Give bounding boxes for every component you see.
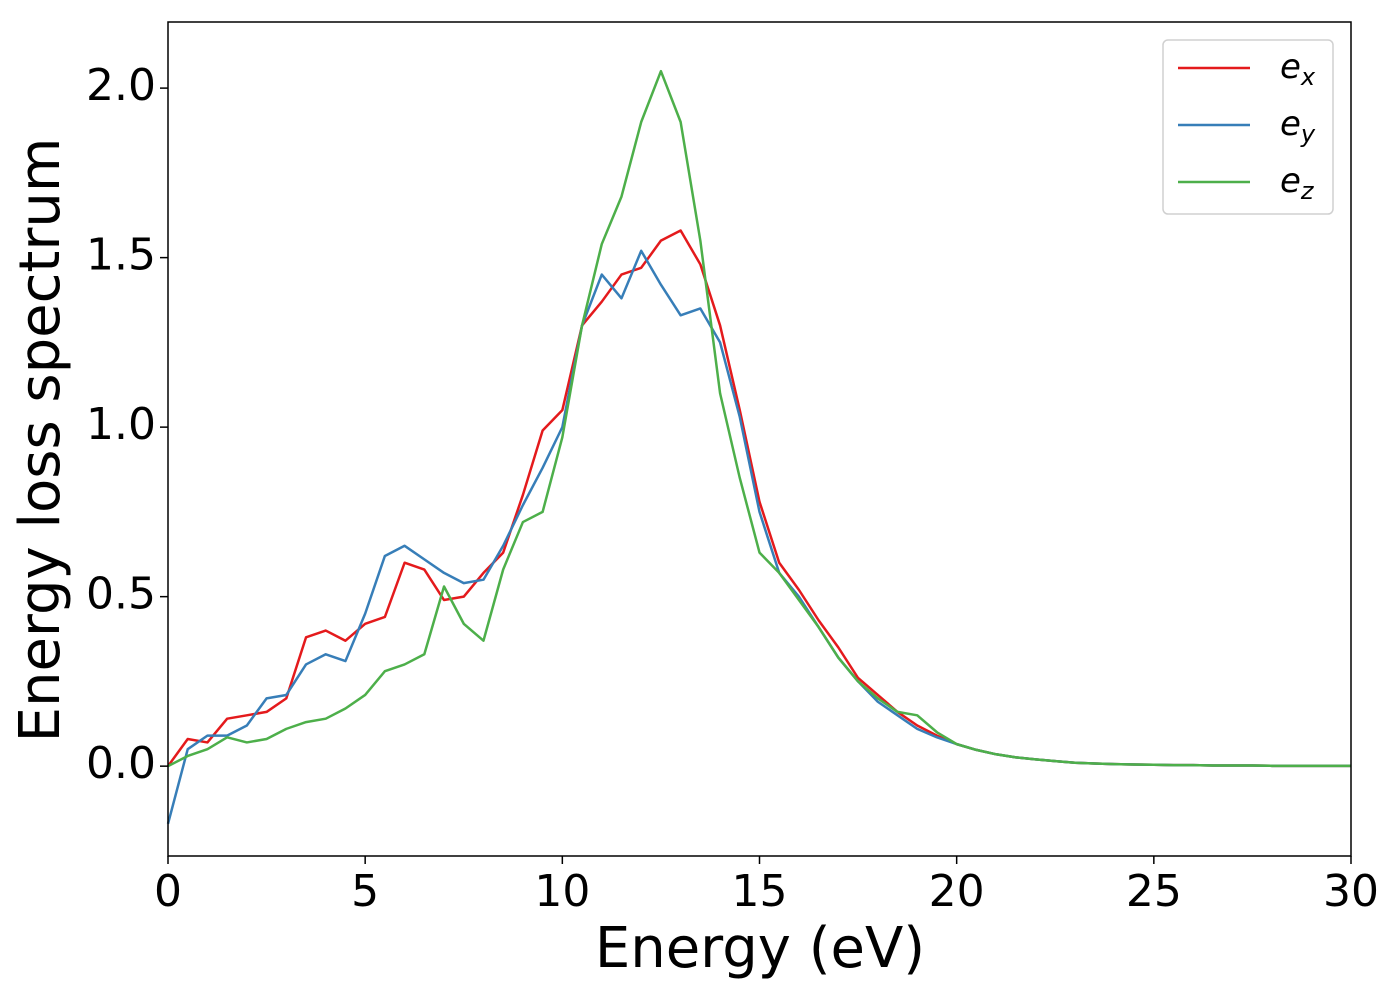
x-tick-label: 5 — [351, 866, 379, 917]
series-line — [167, 69, 1351, 768]
x-tick-label: 10 — [534, 866, 590, 917]
y-axis-label: Energy loss spectrum — [8, 138, 73, 743]
y-tick-label: 1.0 — [86, 399, 156, 450]
legend-box — [1162, 39, 1334, 215]
legend-label: ez — [1280, 161, 1315, 206]
series-line — [166, 249, 1351, 825]
x-axis-label: Energy (eV) — [595, 916, 925, 981]
x-tick-label: 0 — [154, 866, 182, 917]
x-tick-label: 20 — [929, 866, 985, 917]
plot-frame — [167, 21, 1352, 857]
y-tick-label: 1.5 — [86, 230, 156, 281]
x-tick-label: 25 — [1126, 866, 1182, 917]
legend-label: ex — [1280, 47, 1316, 92]
x-tick-label: 30 — [1323, 866, 1379, 917]
x-tick-label: 15 — [732, 866, 788, 917]
y-tick-label: 2.0 — [86, 60, 156, 111]
y-tick-label: 0.0 — [86, 738, 156, 789]
series-line — [166, 229, 1351, 768]
y-tick-label: 0.5 — [86, 569, 156, 620]
legend-label: ey — [1280, 104, 1316, 149]
